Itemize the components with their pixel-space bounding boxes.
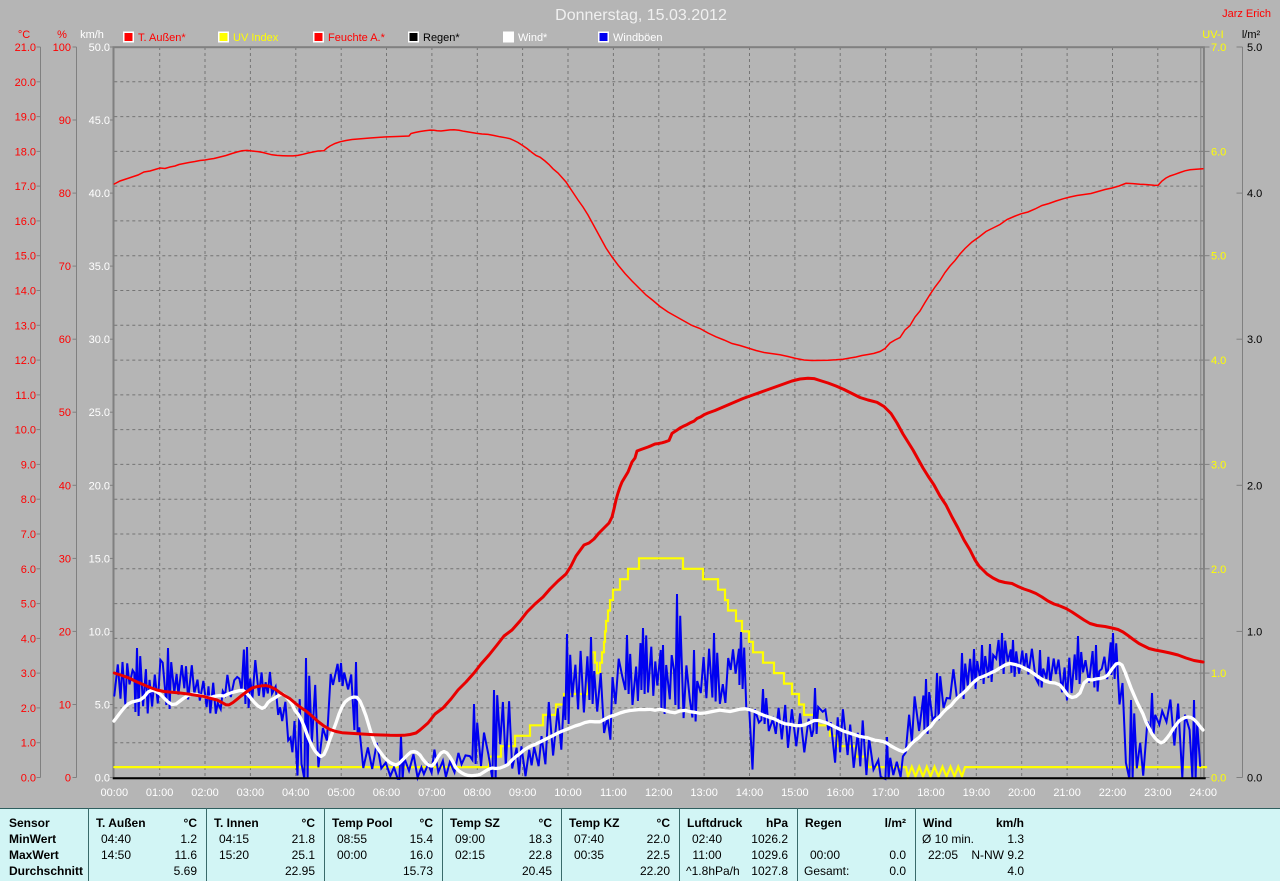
svg-text:01:00: 01:00 [146, 787, 174, 799]
svg-text:21.0: 21.0 [15, 42, 36, 54]
svg-text:50.0: 50.0 [89, 42, 110, 54]
svg-text:Donnerstag, 15.03.2012: Donnerstag, 15.03.2012 [555, 7, 727, 24]
svg-text:13:00: 13:00 [690, 787, 718, 799]
svg-text:l/m²: l/m² [1242, 29, 1261, 41]
svg-text:17.0: 17.0 [15, 181, 36, 193]
svg-text:40: 40 [59, 480, 71, 492]
svg-text:3.0: 3.0 [21, 668, 36, 680]
svg-text:70: 70 [59, 261, 71, 273]
svg-text:4.0: 4.0 [21, 633, 36, 645]
svg-text:13.0: 13.0 [15, 320, 36, 332]
svg-text:UV Index: UV Index [233, 32, 279, 44]
svg-text:14:00: 14:00 [736, 787, 764, 799]
svg-text:T. Außen*: T. Außen* [138, 32, 186, 44]
svg-text:02:00: 02:00 [191, 787, 219, 799]
svg-text:06:00: 06:00 [373, 787, 401, 799]
svg-text:11.0: 11.0 [15, 390, 36, 402]
svg-text:8.0: 8.0 [21, 494, 36, 506]
svg-text:18.0: 18.0 [15, 146, 36, 158]
svg-text:0.0: 0.0 [21, 773, 36, 785]
svg-text:23:00: 23:00 [1144, 787, 1172, 799]
svg-text:6.0: 6.0 [1211, 146, 1226, 158]
svg-text:20.0: 20.0 [15, 77, 36, 89]
svg-text:09:00: 09:00 [509, 787, 537, 799]
svg-text:15.0: 15.0 [89, 553, 110, 565]
svg-text:10.0: 10.0 [15, 425, 36, 437]
svg-text:11:00: 11:00 [600, 787, 627, 799]
svg-text:0.0: 0.0 [1247, 773, 1262, 785]
svg-text:07:00: 07:00 [418, 787, 446, 799]
svg-text:15.0: 15.0 [15, 251, 36, 263]
svg-text:25.0: 25.0 [89, 407, 110, 419]
svg-text:5.0: 5.0 [21, 599, 36, 611]
svg-text:18:00: 18:00 [917, 787, 945, 799]
svg-text:4.0: 4.0 [1211, 355, 1226, 367]
svg-text:90: 90 [59, 115, 71, 127]
svg-text:%: % [57, 29, 67, 41]
svg-text:1.0: 1.0 [21, 738, 36, 750]
svg-text:UV-I: UV-I [1202, 29, 1223, 41]
svg-text:9.0: 9.0 [21, 459, 36, 471]
svg-text:5.0: 5.0 [1247, 42, 1262, 54]
svg-text:°C: °C [18, 29, 30, 41]
svg-text:1.0: 1.0 [1211, 668, 1226, 680]
svg-text:60: 60 [59, 334, 71, 346]
svg-text:16:00: 16:00 [826, 787, 854, 799]
svg-text:Feuchte A.*: Feuchte A.* [328, 32, 386, 44]
svg-text:7.0: 7.0 [21, 529, 36, 541]
svg-text:5.0: 5.0 [95, 700, 110, 712]
svg-text:1.0: 1.0 [1247, 626, 1262, 638]
svg-text:24:00: 24:00 [1189, 787, 1217, 799]
svg-text:12:00: 12:00 [645, 787, 673, 799]
svg-text:2.0: 2.0 [1247, 480, 1262, 492]
svg-text:03:00: 03:00 [237, 787, 265, 799]
svg-text:0.0: 0.0 [1211, 773, 1226, 785]
svg-text:10:00: 10:00 [554, 787, 582, 799]
svg-text:05:00: 05:00 [327, 787, 355, 799]
svg-text:20: 20 [59, 626, 71, 638]
svg-text:30: 30 [59, 553, 71, 565]
svg-text:35.0: 35.0 [89, 261, 110, 273]
svg-text:30.0: 30.0 [89, 334, 110, 346]
svg-text:Wind*: Wind* [518, 32, 548, 44]
svg-text:2.0: 2.0 [21, 703, 36, 715]
svg-text:km/h: km/h [80, 29, 104, 41]
svg-text:4.0: 4.0 [1247, 188, 1262, 200]
svg-text:10.0: 10.0 [89, 626, 110, 638]
svg-text:12.0: 12.0 [15, 355, 36, 367]
svg-text:Windböen: Windböen [613, 32, 663, 44]
svg-text:0.0: 0.0 [95, 773, 110, 785]
svg-text:10: 10 [59, 700, 71, 712]
svg-text:22:00: 22:00 [1099, 787, 1127, 799]
svg-text:15:00: 15:00 [781, 787, 809, 799]
svg-text:80: 80 [59, 188, 71, 200]
svg-text:40.0: 40.0 [89, 188, 110, 200]
svg-text:20:00: 20:00 [1008, 787, 1036, 799]
svg-text:6.0: 6.0 [21, 564, 36, 576]
svg-text:5.0: 5.0 [1211, 251, 1226, 263]
svg-text:3.0: 3.0 [1211, 459, 1226, 471]
svg-text:50: 50 [59, 407, 71, 419]
svg-text:19:00: 19:00 [963, 787, 991, 799]
svg-text:Jarz Erich: Jarz Erich [1222, 8, 1271, 20]
svg-text:21:00: 21:00 [1053, 787, 1081, 799]
svg-text:0: 0 [65, 773, 71, 785]
svg-text:04:00: 04:00 [282, 787, 310, 799]
svg-text:16.0: 16.0 [15, 216, 36, 228]
svg-text:3.0: 3.0 [1247, 334, 1262, 346]
svg-text:45.0: 45.0 [89, 115, 110, 127]
svg-text:20.0: 20.0 [89, 480, 110, 492]
svg-text:14.0: 14.0 [15, 286, 36, 298]
svg-text:00:00: 00:00 [101, 787, 129, 799]
svg-text:19.0: 19.0 [15, 112, 36, 124]
svg-text:17:00: 17:00 [872, 787, 900, 799]
svg-text:2.0: 2.0 [1211, 564, 1226, 576]
svg-text:08:00: 08:00 [464, 787, 492, 799]
svg-text:7.0: 7.0 [1211, 42, 1226, 54]
svg-text:Regen*: Regen* [423, 32, 460, 44]
svg-text:100: 100 [53, 42, 71, 54]
